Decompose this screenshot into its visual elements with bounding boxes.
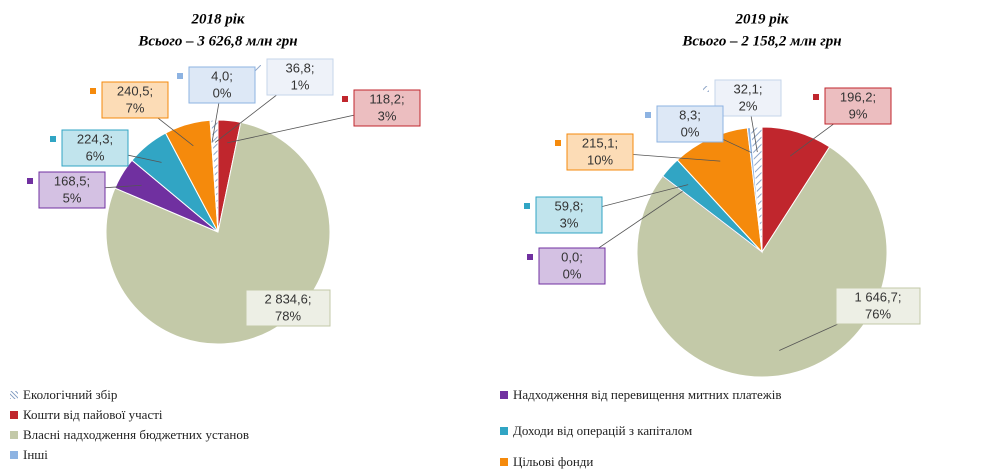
data-label-box <box>61 129 129 167</box>
label-key <box>527 254 533 260</box>
data-label: 10% <box>587 152 613 167</box>
legend-item: Кошти від пайової участі <box>10 408 310 422</box>
label-key <box>90 88 96 94</box>
legend-item: Доходи від операцій з капіталом <box>500 424 900 438</box>
legend-label: Доходи від операцій з капіталом <box>513 423 693 438</box>
data-label: 9% <box>849 106 868 121</box>
legend-item: Екологічний збір <box>10 388 310 402</box>
data-label: 78% <box>275 308 301 323</box>
label-key <box>234 296 240 302</box>
label-key <box>813 94 819 100</box>
data-label-box <box>538 247 606 285</box>
data-label: 0% <box>681 124 700 139</box>
pie-slice <box>210 119 219 233</box>
data-label: 240,5; <box>117 83 153 98</box>
pie-slice <box>105 121 331 345</box>
label-key <box>824 294 830 300</box>
legend-swatch <box>10 411 18 419</box>
data-label-box <box>566 133 634 171</box>
data-label: 76% <box>865 306 891 321</box>
legend-swatch <box>10 431 18 439</box>
legend-item: Цільові фонди <box>500 455 900 469</box>
data-label: 4,0; <box>211 68 233 83</box>
data-label-box <box>353 89 421 127</box>
data-label: 1 646,7; <box>855 289 902 304</box>
data-label-box <box>835 287 921 325</box>
data-label: 0,0; <box>561 249 583 264</box>
data-label: 0% <box>213 85 232 100</box>
data-label-box <box>38 171 106 209</box>
chart-title: 2019 рік <box>734 11 788 27</box>
legend-swatch <box>10 391 18 399</box>
legend-label: Власні надходження бюджетних установ <box>23 427 250 442</box>
legend-label: Екологічний збір <box>23 387 118 402</box>
legend-swatch <box>10 451 18 459</box>
data-label: 0% <box>563 266 582 281</box>
data-label-box <box>535 196 603 234</box>
data-label-box <box>266 58 334 96</box>
data-label-box <box>656 105 724 143</box>
data-label: 215,1; <box>582 135 618 150</box>
chart-subtitle: Всього – 3 626,8 млн грн <box>137 33 297 49</box>
data-label-box <box>101 81 169 119</box>
data-label: 59,8; <box>555 198 584 213</box>
label-key <box>703 86 709 92</box>
legend-label: Інші <box>23 447 48 462</box>
label-key <box>524 203 530 209</box>
data-label: 32,1; <box>734 81 763 96</box>
legend-item: Інші <box>10 448 310 462</box>
chart-title: 2018 рік <box>190 11 244 27</box>
data-label: 3% <box>378 108 397 123</box>
data-label: 5% <box>63 190 82 205</box>
data-label: 224,3; <box>77 131 113 146</box>
label-key <box>342 96 348 102</box>
label-key <box>255 65 261 71</box>
data-label-box <box>714 79 782 117</box>
data-label: 1% <box>291 77 310 92</box>
label-key <box>555 140 561 146</box>
legend-swatch <box>500 458 508 466</box>
legend-swatch <box>500 391 508 399</box>
legend-label: Цільові фонди <box>513 454 594 469</box>
data-label: 8,3; <box>679 107 701 122</box>
data-label: 118,2; <box>369 91 404 106</box>
legend-item: Власні надходження бюджетних установ <box>10 428 370 442</box>
pie-slice <box>749 126 763 253</box>
label-key <box>50 136 56 142</box>
data-label: 2% <box>739 98 758 113</box>
data-label-box <box>188 66 256 104</box>
data-label: 2 834,6; <box>265 291 312 306</box>
data-label-box <box>245 289 331 327</box>
legend-swatch <box>500 427 508 435</box>
data-label: 36,8; <box>286 60 315 75</box>
chart-subtitle: Всього – 2 158,2 млн грн <box>681 33 841 49</box>
data-label-box <box>824 87 892 125</box>
data-label: 6% <box>86 148 105 163</box>
data-label: 168,5; <box>54 173 90 188</box>
label-key <box>645 112 651 118</box>
label-key <box>177 73 183 79</box>
legend-label: Кошти від пайової участі <box>23 407 163 422</box>
data-label: 3% <box>560 215 579 230</box>
label-key <box>27 178 33 184</box>
legend-item: Надходження від перевищення митних плате… <box>500 388 900 402</box>
legend-label: Надходження від перевищення митних плате… <box>513 387 782 402</box>
data-label: 196,2; <box>840 89 876 104</box>
data-label: 7% <box>126 100 145 115</box>
